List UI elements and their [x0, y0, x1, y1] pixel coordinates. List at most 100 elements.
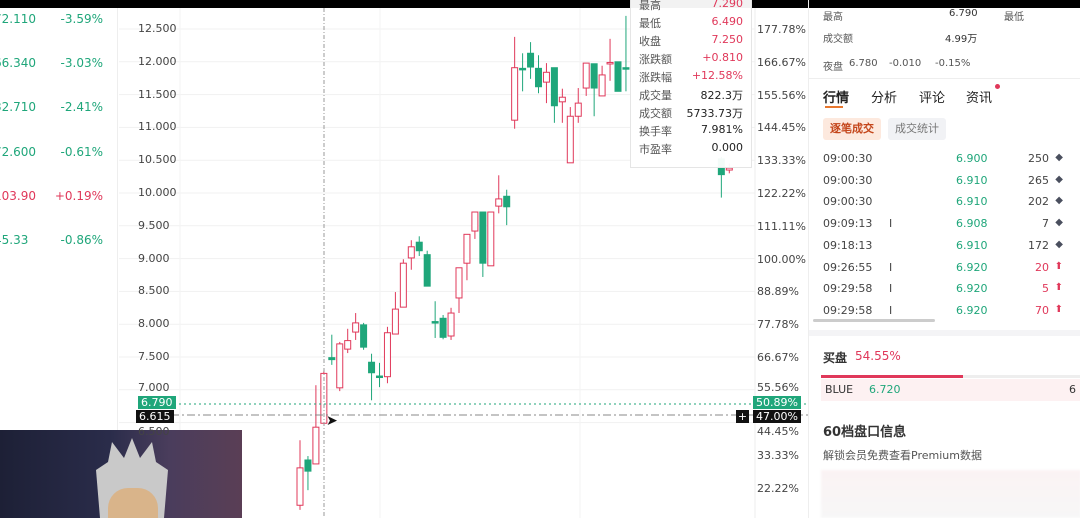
tooltip-value: +12.58% — [691, 69, 743, 82]
trade-price: 6.920 — [956, 282, 988, 296]
pct-tick-label: 22.22% — [757, 482, 799, 496]
pct-tick-label: 88.89% — [757, 285, 799, 299]
candle-body — [407, 246, 415, 259]
candle-body — [535, 67, 542, 88]
tooltip-value: 0.000 — [711, 141, 744, 154]
ohlc-tooltip: 最高 7.290 最低 6.490 收盘 7.250 涨跌额 +0.810 涨跌幅 +12.58%… — [630, 0, 752, 168]
tooltip-row: 换手率 7.981% — [639, 123, 743, 139]
arrow-up-icon: ⬆ — [1054, 282, 1063, 294]
watchlist-row[interactable]: 72.600 -0.61% — [0, 145, 118, 165]
tab-market[interactable]: 行情 — [823, 91, 850, 106]
trade-flag: I — [889, 260, 893, 274]
bid-exchange: BLUE — [825, 383, 854, 396]
cartoon-character-face — [108, 488, 158, 518]
candle-body — [328, 357, 336, 361]
candle-body — [590, 63, 598, 89]
trade-price: 6.920 — [956, 260, 988, 274]
candle-body — [614, 61, 622, 92]
amount-label: 成交额 — [823, 34, 853, 45]
trade-volume: 265 — [1028, 173, 1049, 187]
candle-body — [527, 52, 535, 68]
candle-body — [495, 198, 503, 207]
candle-body — [471, 211, 479, 232]
candle-body — [415, 241, 423, 252]
trade-time: 09:09:13 — [823, 217, 873, 231]
watchlist-row[interactable]: 32.710 -2.41% — [0, 100, 118, 120]
high-value: 6.790 — [949, 8, 978, 19]
pct-tick-label: 133.33% — [757, 154, 806, 168]
bid-ratio-bar — [821, 375, 1080, 378]
tab-comments[interactable]: 评论 — [919, 91, 946, 106]
tab-news[interactable]: 资讯 — [966, 91, 993, 106]
candle-body — [582, 62, 590, 89]
trade-price: 6.910 — [956, 238, 988, 252]
trade-flag: I — [889, 282, 893, 296]
candle-body — [606, 61, 614, 65]
pct-tick-label: 155.56% — [757, 88, 806, 102]
candle-body — [336, 343, 344, 389]
tab-analysis[interactable]: 分析 — [871, 91, 898, 106]
tooltip-key: 成交量 — [639, 89, 672, 102]
tooltip-key: 换手率 — [639, 125, 672, 138]
candle-body — [376, 375, 383, 379]
subtab-tick-trades[interactable]: 逐笔成交 — [823, 118, 881, 140]
candle-body — [487, 211, 495, 267]
bid-ratio-fill — [821, 375, 963, 378]
tooltip-value: 5733.73万 — [686, 107, 744, 120]
last-pct-tag: 50.89% — [753, 396, 801, 409]
watchlist-price: 45.33 — [0, 233, 29, 247]
candle-body — [304, 459, 312, 472]
candle-body — [360, 324, 368, 348]
trade-price: 6.920 — [956, 303, 988, 317]
night-label: 夜盘 — [823, 62, 843, 73]
watchlist-row[interactable]: 103.90 +0.19% — [0, 189, 118, 209]
tooltip-row: 涨跌幅 +12.58% — [639, 69, 743, 85]
trade-volume: 70 — [1035, 303, 1049, 317]
price-tick-label: 9.000 — [138, 251, 170, 265]
candle-body — [455, 267, 463, 299]
trade-price: 6.908 — [956, 217, 988, 231]
trade-row: 09:00:30 6.910 202 ◆ — [823, 195, 1079, 215]
blurred-depth-preview — [821, 470, 1080, 518]
trade-row: 09:29:58 I 6.920 5 ⬆ — [823, 282, 1079, 302]
trade-time: 09:29:58 — [823, 303, 873, 317]
price-tick-label: 8.500 — [138, 284, 170, 298]
candle-body — [423, 254, 431, 287]
diamond-icon: ◆ — [1055, 173, 1063, 185]
candle-body — [479, 211, 487, 264]
arrow-up-icon: ⬆ — [1054, 303, 1063, 315]
tooltip-value: +0.810 — [702, 51, 743, 64]
candle-body — [439, 317, 447, 338]
add-alert-plus-icon[interactable]: + — [736, 410, 749, 423]
watchlist-row[interactable]: 45.33 -0.86% — [0, 233, 118, 253]
trade-volume: 250 — [1028, 152, 1049, 165]
pct-tick-label: 144.45% — [757, 121, 806, 135]
trade-row: 09:00:30 6.900 250 ◆ — [823, 152, 1079, 172]
trade-volume: 202 — [1028, 195, 1049, 209]
trade-list-scrollbar[interactable] — [813, 319, 935, 322]
trade-flag: I — [889, 217, 893, 231]
candle-body — [725, 167, 733, 171]
watchlist-row[interactable]: 72.110 -3.59% — [0, 12, 118, 32]
night-pct: -0.15% — [935, 58, 971, 69]
subtab-trade-stats[interactable]: 成交统计 — [888, 118, 946, 140]
price-tick-label: 12.500 — [138, 22, 177, 35]
tooltip-key: 成交额 — [639, 107, 672, 120]
tooltip-row: 最高 7.290 — [639, 0, 743, 13]
tooltip-value: 7.981% — [701, 123, 743, 136]
watchlist-change: +0.19% — [54, 188, 103, 203]
trade-row: 09:18:13 6.910 172 ◆ — [823, 239, 1079, 259]
news-dot-icon — [995, 84, 1000, 89]
watchlist-row[interactable]: 66.340 -3.03% — [0, 56, 118, 76]
trade-time: 09:26:55 — [823, 260, 873, 274]
candle-body — [431, 321, 439, 324]
bid-pct: 54.55% — [855, 349, 901, 363]
depth-subtitle[interactable]: 解锁会员免费查看Premium数据 — [823, 449, 982, 462]
tooltip-value: 7.290 — [711, 0, 744, 10]
candle-body — [574, 102, 582, 117]
watchlist-change: -3.59% — [60, 12, 103, 26]
trade-row: 09:26:55 I 6.920 20 ⬆ — [823, 261, 1079, 281]
bid-price: 6.720 — [869, 383, 901, 396]
trade-flag: I — [889, 303, 893, 317]
tooltip-row: 收盘 7.250 — [639, 33, 743, 49]
